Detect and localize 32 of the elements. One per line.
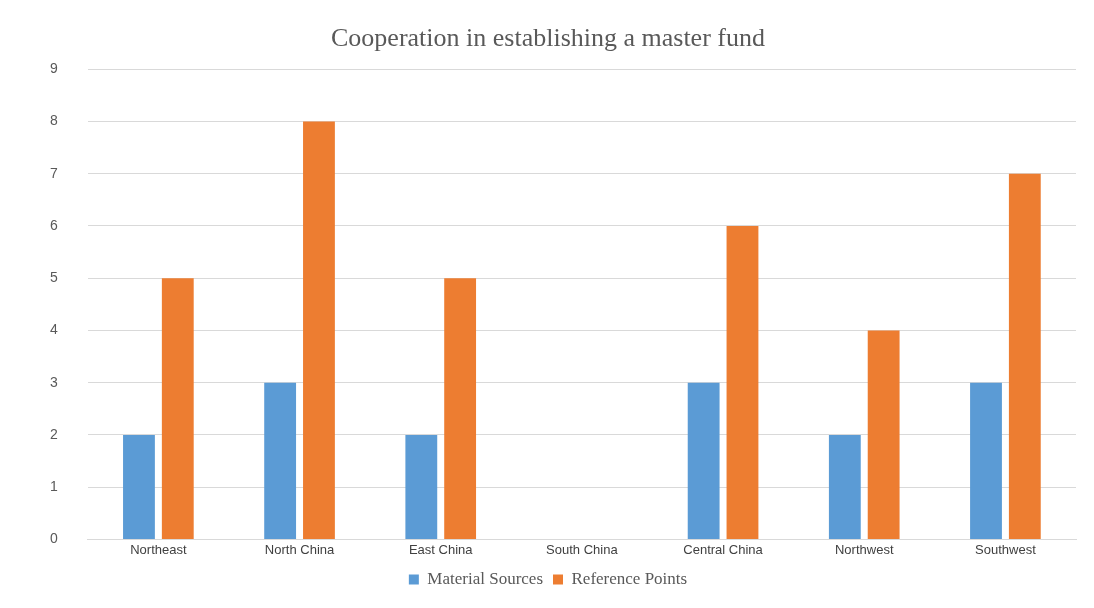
- bar: [123, 434, 155, 539]
- x-tick-label: East China: [408, 541, 474, 557]
- y-tick-label: 0: [49, 530, 58, 547]
- bar: [726, 225, 759, 539]
- bar: [828, 434, 861, 539]
- bar: [161, 278, 194, 539]
- y-tick-label: 2: [49, 425, 58, 442]
- bar: [264, 382, 297, 539]
- y-tick-label: 9: [49, 60, 58, 77]
- y-tick-label: 6: [49, 216, 58, 233]
- bar: [405, 434, 438, 539]
- bar: [687, 382, 720, 539]
- legend-label: Material Sources: [427, 568, 543, 588]
- y-tick-label: 1: [49, 478, 58, 495]
- x-tick-label: North China: [264, 541, 335, 557]
- bar: [444, 278, 477, 539]
- legend-label: Reference Points: [571, 568, 688, 588]
- bar: [970, 382, 1002, 539]
- x-tick-label: Northeast: [130, 541, 187, 557]
- bar: [303, 121, 335, 539]
- x-tick-label: Southwest: [975, 541, 1037, 557]
- x-tick-label: Central China: [683, 541, 764, 557]
- y-tick-label: 5: [49, 269, 58, 286]
- y-tick-label: 4: [49, 321, 58, 338]
- chart-title: Cooperation in establishing a master fund: [331, 23, 765, 53]
- x-tick-label: Northwest: [834, 541, 894, 557]
- x-tick-label: South China: [546, 541, 619, 557]
- y-tick-label: 8: [49, 112, 58, 129]
- y-tick-label: 7: [49, 164, 58, 181]
- y-tick-label: 3: [49, 373, 58, 390]
- bar: [1008, 173, 1041, 539]
- bar: [867, 330, 900, 539]
